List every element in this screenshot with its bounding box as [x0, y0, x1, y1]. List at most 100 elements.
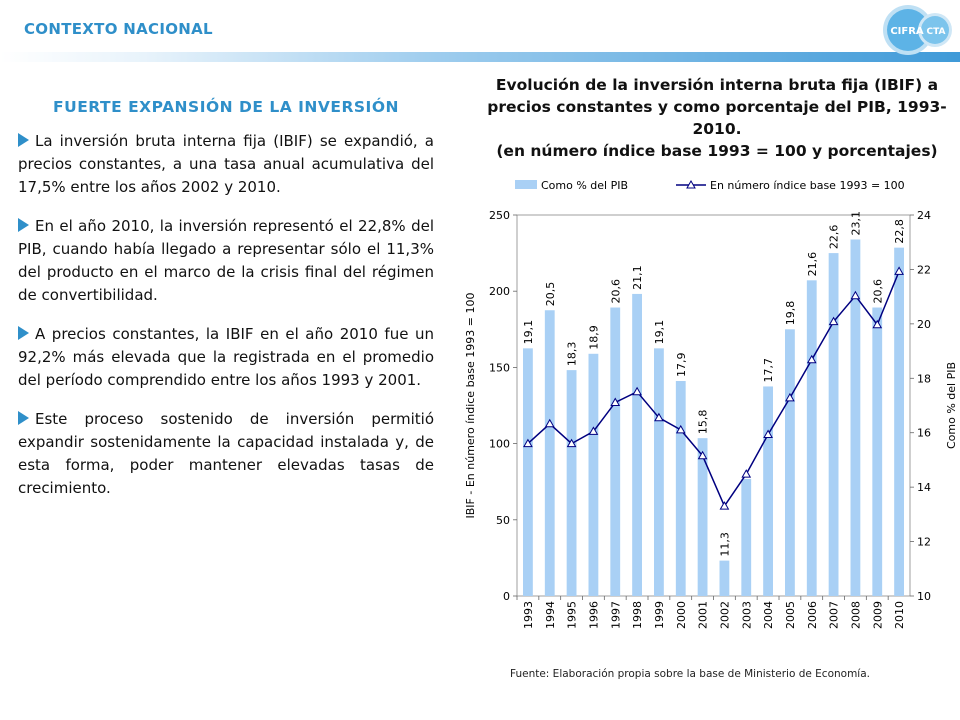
source-note: Fuente: Elaboración propia sobre la base… — [510, 668, 870, 680]
bar-1997 — [610, 307, 621, 596]
y-left-tick-label: 250 — [489, 209, 510, 222]
x-tick-label: 2005 — [784, 601, 797, 629]
bar-1994 — [544, 310, 555, 596]
index-point-1999 — [654, 412, 664, 422]
bar-2008 — [850, 239, 861, 596]
y-left-axis-title: IBIF - En número índice base 1993 = 100 — [464, 293, 477, 519]
index-point-1993 — [523, 438, 533, 448]
bar-2005 — [785, 329, 795, 596]
bar-data-label: 19,1 — [653, 320, 666, 345]
y-left-tick-label: 100 — [489, 438, 510, 451]
bar-2002 — [719, 560, 730, 596]
x-tick-label: 2002 — [718, 601, 731, 629]
bar-2001 — [697, 438, 708, 596]
bullet-text: En el año 2010, la inversión representó … — [18, 217, 434, 304]
bar-1993 — [523, 348, 533, 596]
bar-1998 — [632, 293, 642, 596]
bullet-text: Este proceso sostenido de inversión perm… — [18, 410, 434, 497]
index-point-1995 — [566, 438, 577, 448]
index-point-1997 — [610, 397, 621, 406]
bar-data-label: 17,9 — [675, 353, 688, 378]
index-point-2001 — [697, 450, 708, 460]
y-right-tick-label: 24 — [917, 209, 931, 222]
x-tick-label: 1993 — [522, 601, 535, 629]
y-right-axis-title: Como % del PIB — [945, 362, 958, 449]
bullet-item: Este proceso sostenido de inversión perm… — [18, 408, 434, 500]
y-left-tick-label: 150 — [489, 361, 510, 374]
bar-data-label: 20,6 — [609, 279, 622, 304]
bar-2009 — [872, 307, 883, 596]
index-point-2006 — [806, 354, 817, 364]
header-gradient-bar — [0, 52, 960, 62]
bar-1999 — [654, 348, 664, 596]
bar-data-label: 20,5 — [544, 282, 557, 307]
x-tick-label: 2000 — [675, 601, 688, 629]
index-series-line — [527, 271, 900, 508]
x-tick-label: 1997 — [609, 601, 622, 629]
cifra-cta-logo: CIFRA CTA — [883, 5, 952, 55]
bar-data-label: 15,8 — [697, 410, 710, 435]
arrow-bullet-icon — [18, 411, 29, 425]
index-point-2009 — [872, 319, 883, 329]
bar-1995 — [566, 370, 577, 596]
bullet-text: La inversión bruta interna fija (IBIF) s… — [18, 132, 434, 196]
index-point-2010 — [894, 266, 904, 275]
bar-2007 — [828, 253, 839, 596]
bar-data-label: 11,3 — [718, 532, 731, 557]
chart-title-main: Evolución de la inversión interna bruta … — [487, 76, 947, 138]
investment-chart: Como % del PIB En número índice base 1993… — [464, 179, 958, 629]
bullet-item: La inversión bruta interna fija (IBIF) s… — [18, 130, 434, 199]
bar-data-label: 21,6 — [806, 252, 819, 276]
section-title: FUERTE EXPANSIÓN DE LA INVERSIÓN — [53, 98, 399, 116]
x-tick-label: 1998 — [631, 601, 644, 629]
y-left-tick-label: 50 — [496, 514, 510, 527]
x-tick-label: 2003 — [740, 601, 753, 629]
bar-data-label: 18,3 — [566, 342, 579, 367]
legend-line-marker — [686, 179, 696, 189]
x-tick-label: 2004 — [762, 601, 775, 629]
chart-title: Evolución de la inversión interna bruta … — [478, 74, 956, 162]
left-text-column: FUERTE EXPANSIÓN DE LA INVERSIÓN La inve… — [18, 98, 434, 516]
bar-data-label: 23,1 — [849, 211, 862, 236]
y-left-tick-label: 200 — [489, 285, 510, 298]
bar-2006 — [806, 280, 817, 596]
y-right-tick-label: 22 — [917, 263, 931, 276]
legend-bar-label: Como % del PIB — [541, 179, 628, 192]
logo-text-cta: CTA — [926, 27, 945, 37]
index-point-2002 — [719, 501, 730, 510]
bullet-text: A precios constantes, la IBIF en el año … — [18, 325, 434, 389]
bar-2003 — [741, 478, 752, 596]
y-right-tick-label: 16 — [917, 427, 931, 440]
y-right-tick-label: 12 — [917, 536, 931, 549]
logo-text-cifra: CIFRA — [890, 26, 924, 37]
x-tick-label: 2009 — [871, 601, 884, 629]
y-right-tick-label: 14 — [917, 481, 931, 494]
bullet-item: A precios constantes, la IBIF en el año … — [18, 323, 434, 392]
y-left-tick-label: 0 — [503, 590, 510, 603]
bar-2000 — [675, 381, 686, 596]
index-point-1996 — [588, 426, 599, 435]
x-tick-label: 1999 — [653, 601, 666, 629]
x-tick-label: 1995 — [566, 601, 579, 629]
legend-line-label: En número índice base 1993 = 100 — [710, 179, 905, 192]
x-tick-label: 1996 — [587, 601, 600, 629]
index-point-2005 — [785, 392, 795, 402]
y-right-tick-label: 18 — [917, 372, 931, 385]
section-header-title: CONTEXTO NACIONAL — [24, 20, 213, 38]
x-tick-label: 1994 — [544, 601, 557, 629]
x-tick-label: 2007 — [828, 601, 841, 629]
x-tick-label: 2001 — [697, 601, 710, 629]
y-right-tick-label: 10 — [917, 590, 931, 603]
x-tick-label: 2008 — [849, 601, 862, 629]
arrow-bullet-icon — [18, 218, 29, 232]
x-tick-label: 2010 — [893, 601, 906, 629]
x-tick-label: 2006 — [806, 601, 819, 629]
index-point-2008 — [850, 290, 861, 300]
bar-data-label: 17,7 — [762, 358, 775, 383]
bar-data-label: 19,1 — [522, 320, 535, 345]
chart-title-sub: (en número índice base 1993 = 100 y porc… — [496, 142, 938, 160]
bar-data-label: 18,9 — [587, 325, 600, 350]
index-point-1998 — [632, 386, 642, 396]
bar-data-label: 20,6 — [871, 279, 884, 304]
y-right-tick-label: 20 — [917, 318, 931, 331]
